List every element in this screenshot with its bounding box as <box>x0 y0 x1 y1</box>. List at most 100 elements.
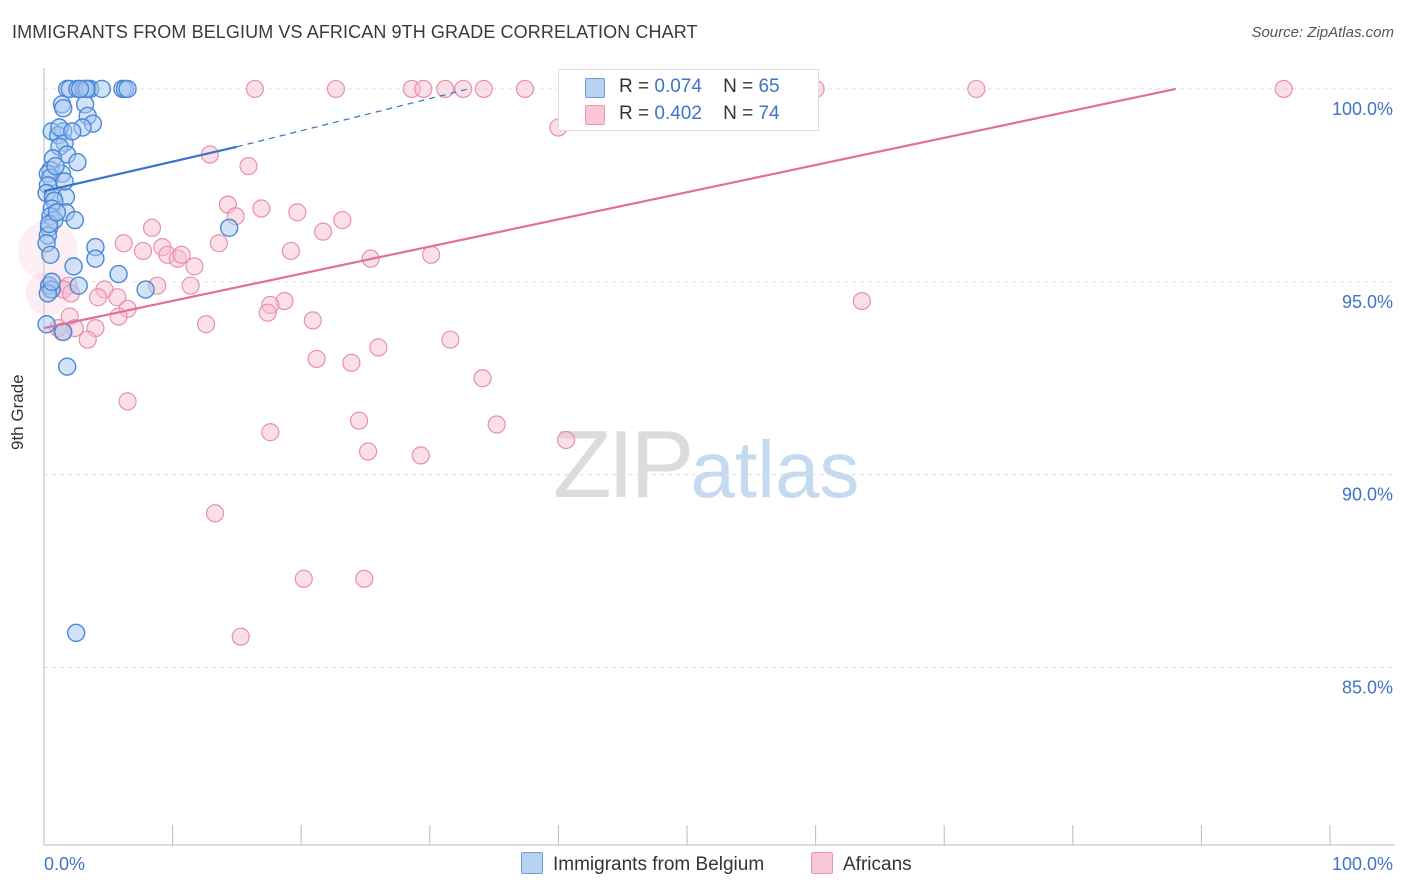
africans-point <box>557 430 576 450</box>
africans-point <box>245 79 265 99</box>
africans-point <box>108 288 127 307</box>
africans-point <box>421 245 441 264</box>
africans-point <box>852 291 871 311</box>
africans-point <box>355 569 374 588</box>
stats-legend: R = 0.074 N = 65 R = 0.402 N = 74 <box>558 69 819 131</box>
n-label: N = <box>723 103 754 124</box>
africans-point <box>967 79 986 99</box>
africans-point <box>414 79 433 99</box>
bottom-legend-africans: Africans <box>811 852 912 876</box>
stats-legend-text: R = 0.402 N = 74 <box>619 103 780 125</box>
belgium-point <box>54 99 73 118</box>
africans-point <box>307 349 326 369</box>
africans-point <box>88 288 108 307</box>
belgium-point <box>37 315 56 334</box>
belgium-point <box>136 280 155 299</box>
africans-point <box>142 218 162 237</box>
africans-point <box>252 199 271 218</box>
africans-point <box>358 442 378 461</box>
belgium-point <box>70 79 90 99</box>
chart-title: IMMIGRANTS FROM BELGIUM VS AFRICAN 9TH G… <box>12 22 698 42</box>
africans-point <box>303 311 322 330</box>
belgium-point <box>46 156 65 176</box>
belgium-point <box>86 249 105 268</box>
r-value-africans: 0.402 <box>654 103 702 124</box>
africans-point <box>349 411 369 430</box>
belgium-point <box>92 79 112 99</box>
belgium-trend-line <box>43 145 238 193</box>
africans-point <box>185 257 204 276</box>
belgium-point <box>65 210 85 230</box>
y-tick-label: 85.0% <box>1342 678 1393 698</box>
bottom-legend-belgium: Immigrants from Belgium <box>521 852 764 876</box>
belgium-point <box>64 257 83 276</box>
stats-legend-text: R = 0.074 N = 65 <box>619 76 780 98</box>
africans-point <box>114 234 133 253</box>
africans-point <box>281 241 301 261</box>
africans-point <box>441 330 460 349</box>
africans-point <box>342 353 361 372</box>
belgium-point <box>66 623 86 643</box>
africans-legend-swatch <box>811 852 833 874</box>
belgium-point <box>109 264 128 284</box>
africans-point <box>326 79 346 99</box>
africans-point <box>515 79 535 99</box>
africans-point <box>196 315 216 334</box>
africans-point <box>411 446 430 465</box>
x-tick-label: 100.0% <box>1332 854 1393 874</box>
y-axis-label: 9th Grade <box>8 374 27 450</box>
n-value-africans: 74 <box>758 103 780 124</box>
watermark: ZIPatlas <box>553 410 859 520</box>
r-value-belgium: 0.074 <box>654 76 702 97</box>
x-tick-label: 0.0% <box>44 854 85 874</box>
chart-source: Source: ZipAtlas.com <box>1251 24 1394 41</box>
belgium-legend-label: Immigrants from Belgium <box>553 854 765 875</box>
africans-point <box>258 303 277 322</box>
africans-trend-line <box>43 87 1176 330</box>
y-tick-label: 100.0% <box>1332 99 1393 119</box>
africans-point <box>487 415 506 434</box>
y-tick-label: 90.0% <box>1342 485 1393 505</box>
africans-point <box>436 79 455 99</box>
africans-point <box>209 234 228 253</box>
y-tick-label: 95.0% <box>1342 292 1393 312</box>
africans-point <box>118 392 137 411</box>
africans-point <box>474 79 493 99</box>
belgium-point <box>42 272 61 292</box>
africans-point <box>172 245 191 264</box>
n-value-belgium: 65 <box>758 76 780 97</box>
africans-point <box>1274 79 1293 99</box>
watermark-zip: ZIP <box>553 411 694 518</box>
africans-point <box>205 504 225 523</box>
africans-point <box>333 210 352 230</box>
africans-point <box>473 369 492 388</box>
africans-legend-label: Africans <box>843 854 912 875</box>
africans-swatch <box>585 105 605 125</box>
belgium-point <box>118 79 137 99</box>
africans-point <box>231 627 250 646</box>
belgium-legend-swatch <box>521 852 543 874</box>
africans-point <box>313 222 333 241</box>
belgium-trend-extension <box>236 88 469 148</box>
africans-point <box>261 423 280 442</box>
belgium-point <box>57 357 77 376</box>
belgium-point <box>69 276 88 295</box>
belgium-point <box>41 245 60 265</box>
belgium-swatch <box>585 78 605 98</box>
africans-point <box>369 338 388 357</box>
n-label: N = <box>723 76 754 97</box>
belgium-point <box>63 122 82 141</box>
africans-point <box>133 241 153 261</box>
africans-point <box>294 569 313 588</box>
africans-point <box>454 79 473 99</box>
africans-point <box>288 203 307 222</box>
belgium-point <box>47 203 67 222</box>
watermark-atlas: atlas <box>690 425 860 514</box>
belgium-point <box>68 153 87 172</box>
r-label: R = <box>619 103 650 124</box>
belgium-point <box>219 218 239 238</box>
africans-point <box>181 276 200 295</box>
r-label: R = <box>619 76 650 97</box>
africans-point <box>239 156 258 176</box>
